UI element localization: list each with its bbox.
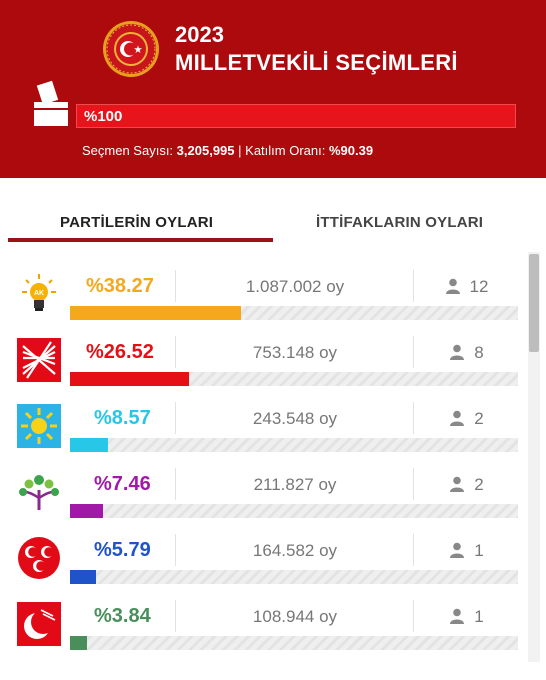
scrollbar-track[interactable] (528, 252, 540, 662)
party-row: %5.79 164.582 oy 1 (0, 534, 528, 600)
vote-share-bar (70, 636, 518, 650)
column-divider (413, 600, 414, 632)
person-icon (450, 476, 465, 492)
column-divider (175, 468, 176, 500)
person-icon (450, 344, 465, 360)
column-divider (175, 600, 176, 632)
vote-share-fill (70, 570, 96, 584)
seat-count: 1 (474, 541, 484, 560)
column-divider (175, 534, 176, 566)
vote-share-bar (70, 570, 518, 584)
person-icon (445, 278, 460, 294)
seat-count: 12 (469, 277, 489, 296)
vote-share-fill (70, 306, 242, 320)
tbmm-emblem-icon (103, 21, 159, 77)
column-divider (413, 336, 414, 368)
column-divider (175, 270, 176, 302)
active-tab-indicator (8, 238, 273, 242)
vote-percentage: %3.84 (94, 605, 151, 627)
counted-progress-bar: %100 (76, 104, 516, 128)
party-row: %26.52 753.148 oy 8 (0, 336, 528, 402)
iyi-parti-sun-icon (17, 404, 61, 448)
party-row: AK %38.27 1.087.002 oy 12 (0, 270, 528, 336)
tab-alliance-votes[interactable]: İTTİFAKLARIN OYLARI (316, 214, 484, 231)
vote-percentage: %7.46 (94, 473, 151, 495)
vote-percentage: %26.52 (86, 341, 154, 363)
column-divider (413, 270, 414, 302)
vote-share-fill (70, 372, 189, 386)
vote-count: 211.827 oy (253, 475, 337, 494)
tab-party-votes[interactable]: PARTİLERİN OYLARI (60, 214, 214, 231)
column-divider (175, 336, 176, 368)
column-divider (413, 468, 414, 500)
seat-count: 8 (474, 343, 484, 362)
vote-percentage: %38.27 (86, 275, 154, 297)
person-icon (450, 542, 465, 558)
party-row: %7.46 211.827 oy 2 (0, 468, 528, 534)
election-year: 2023 (175, 22, 224, 47)
vote-share-fill (70, 438, 109, 452)
results-header: 2023 MILLETVEKİLİ SEÇİMLERİ %100 Seçmen … (0, 0, 546, 178)
seat-count-cell: 8 (414, 343, 520, 363)
vote-share-bar (70, 438, 518, 452)
vote-count: 753.148 oy (252, 343, 338, 362)
vote-share-fill (70, 636, 88, 650)
column-divider (413, 534, 414, 566)
ballot-box-icon (34, 80, 68, 126)
yeniden-refah-crescent-icon (17, 602, 61, 646)
vote-count: 1.087.002 oy (245, 277, 345, 296)
vote-share-bar (70, 504, 518, 518)
stats-separator: | (238, 143, 242, 158)
person-icon (450, 410, 465, 426)
column-divider (175, 402, 176, 434)
scrollbar-thumb[interactable] (529, 254, 539, 352)
election-stats: Seçmen Sayısı: 3,205,995 | Katılım Oranı… (82, 143, 373, 158)
vote-share-fill (70, 504, 104, 518)
turnout-label: Katılım Oranı: (245, 143, 326, 158)
yesil-sol-tree-icon (19, 475, 59, 511)
chp-six-arrows-icon (17, 338, 61, 382)
seat-count-cell: 1 (414, 607, 520, 627)
vote-share-bar (70, 306, 518, 320)
svg-text:AK: AK (34, 290, 44, 297)
seat-count-cell: 12 (414, 277, 520, 297)
voter-count-value: 3,205,995 (176, 143, 235, 158)
seat-count-cell: 2 (414, 475, 520, 495)
seat-count: 2 (474, 475, 484, 494)
ak-parti-lightbulb-icon: AK (22, 274, 56, 311)
vote-percentage: %8.57 (94, 407, 151, 429)
party-row: %3.84 108.944 oy 1 (0, 600, 528, 666)
person-icon (450, 608, 465, 624)
seat-count-cell: 2 (414, 409, 520, 429)
mhp-crescents-icon (18, 537, 60, 579)
voter-count-label: Seçmen Sayısı: (82, 143, 174, 158)
counted-percentage: %100 (84, 108, 123, 125)
seat-count-cell: 1 (414, 541, 520, 561)
column-divider (413, 402, 414, 434)
vote-share-bar (70, 372, 518, 386)
election-title: MILLETVEKİLİ SEÇİMLERİ (175, 50, 458, 75)
party-row: %8.57 243.548 oy 2 (0, 402, 528, 468)
vote-count: 164.582 oy (252, 541, 338, 560)
turnout-value: %90.39 (328, 143, 374, 158)
seat-count: 1 (474, 607, 484, 626)
vote-count: 108.944 oy (252, 607, 338, 626)
seat-count: 2 (474, 409, 484, 428)
vote-percentage: %5.79 (94, 539, 151, 561)
vote-count: 243.548 oy (252, 409, 338, 428)
